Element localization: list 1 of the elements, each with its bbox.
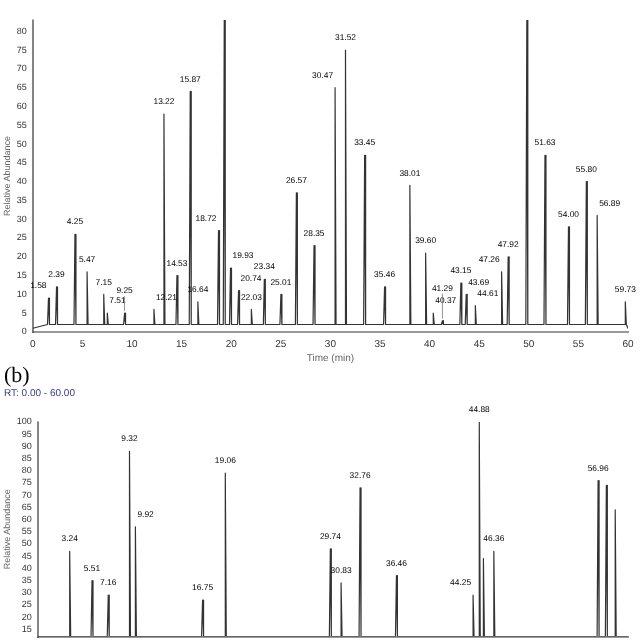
chart-title: (b) xyxy=(2,364,32,388)
